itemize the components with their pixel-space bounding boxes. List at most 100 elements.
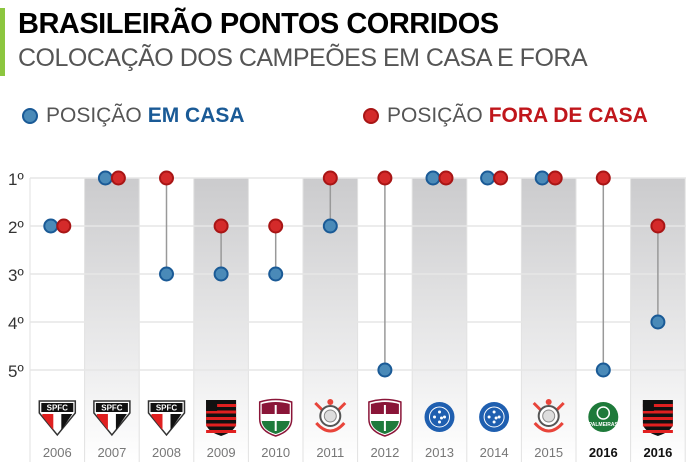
crest-lettering: SPFC	[47, 404, 69, 413]
x-tick-label: 2016	[643, 445, 672, 460]
badge	[206, 400, 218, 411]
y-tick-label: 1º	[8, 170, 24, 189]
cruzeiro-crest-icon	[479, 402, 510, 432]
star	[440, 416, 443, 420]
home-point	[43, 218, 59, 234]
anchor	[315, 421, 346, 433]
star	[438, 420, 441, 424]
stripe-red	[151, 414, 163, 430]
y-tick-label: 5º	[8, 362, 24, 381]
x-tick-label: 2013	[425, 445, 454, 460]
disc	[424, 402, 455, 432]
stripe	[206, 423, 237, 427]
home-point	[480, 170, 496, 186]
band	[150, 403, 183, 412]
legend-away-prefix: POSIÇÃO	[387, 104, 483, 127]
stripe	[642, 404, 673, 407]
fluminense-crest-icon	[258, 398, 293, 437]
chart-subtitle: COLOCAÇÃO DOS CAMPEÕES EM CASA E FORA	[18, 44, 588, 72]
anchor	[533, 421, 564, 433]
stripe	[206, 430, 237, 433]
home-point	[377, 362, 393, 378]
chart-title: BRASILEIRÃO PONTOS CORRIDOS	[18, 8, 499, 40]
home-point	[268, 266, 284, 282]
ring	[429, 406, 450, 428]
star	[492, 420, 496, 424]
away-point	[110, 170, 126, 186]
stripe	[206, 417, 237, 420]
stripe-red	[42, 414, 54, 430]
legend-home: POSIÇÃO EM CASA	[22, 104, 245, 128]
away-point	[438, 170, 454, 186]
stripe-black	[115, 414, 127, 430]
x-tick-label: 2011	[316, 445, 344, 460]
home-point	[650, 314, 666, 330]
away-point	[159, 170, 174, 186]
stripe	[206, 404, 237, 407]
x-tick-label: 2010	[261, 445, 290, 460]
stripe	[642, 410, 673, 414]
away-point	[595, 170, 611, 186]
ring	[483, 406, 505, 428]
stripe	[206, 410, 237, 414]
x-tick-label: 2012	[370, 445, 399, 460]
away-point	[56, 218, 72, 234]
top	[545, 399, 552, 405]
spfc-crest-icon: SPFC	[38, 400, 77, 437]
crest-lettering: PALMEIRAS	[589, 422, 619, 428]
x-tick-label: 2006	[43, 445, 72, 460]
x-tick-label: 2007	[97, 445, 126, 460]
away-point	[322, 170, 338, 186]
y-tick-label: 3º	[8, 266, 24, 285]
away-dot-icon	[363, 108, 379, 124]
legend-home-emph: EM CASA	[147, 104, 245, 127]
home-point	[534, 170, 550, 186]
away-point	[547, 170, 563, 186]
x-tick-label: 2009	[207, 445, 236, 460]
home-point	[595, 362, 611, 378]
x-tick-label: 2016	[589, 445, 618, 460]
stripe-red	[96, 414, 108, 430]
stripe	[642, 430, 673, 433]
flamengo-crest-icon	[642, 400, 673, 436]
home-point	[213, 266, 229, 282]
crest-lettering: SPFC	[156, 404, 178, 413]
ring	[596, 406, 611, 420]
home-point	[97, 170, 113, 186]
palmeiras-crest-icon: PALMEIRAS	[588, 402, 619, 432]
center	[323, 409, 337, 423]
star	[433, 415, 436, 419]
x-tick-label: 2014	[480, 445, 509, 460]
stripe-black	[170, 414, 182, 430]
star	[494, 416, 498, 420]
band	[41, 403, 74, 412]
top	[327, 399, 334, 405]
corinthians-crest-icon	[532, 399, 565, 433]
star	[487, 415, 491, 419]
home-dot-icon	[22, 108, 38, 124]
title-accent-bar	[0, 8, 5, 76]
spfc-crest-icon: SPFC	[147, 400, 186, 437]
away-point	[493, 170, 509, 186]
star	[438, 410, 441, 414]
disc	[588, 402, 619, 432]
stripe-black	[61, 414, 73, 430]
home-point	[425, 170, 441, 186]
center	[542, 409, 556, 423]
home-point	[322, 218, 338, 234]
crest-lettering: SPFC	[101, 404, 123, 413]
away-point	[650, 218, 666, 234]
flamengo-crest-icon	[206, 400, 237, 436]
away-point	[377, 170, 393, 186]
legend-home-prefix: POSIÇÃO	[46, 104, 142, 127]
home-point	[159, 266, 174, 282]
disc	[479, 402, 510, 432]
away-point	[213, 218, 229, 234]
badge	[642, 400, 654, 411]
legend-away-emph: FORA DE CASA	[488, 104, 648, 127]
x-tick-label: 2015	[534, 445, 563, 460]
stripe	[642, 417, 673, 420]
band	[95, 403, 128, 412]
star	[497, 415, 501, 419]
